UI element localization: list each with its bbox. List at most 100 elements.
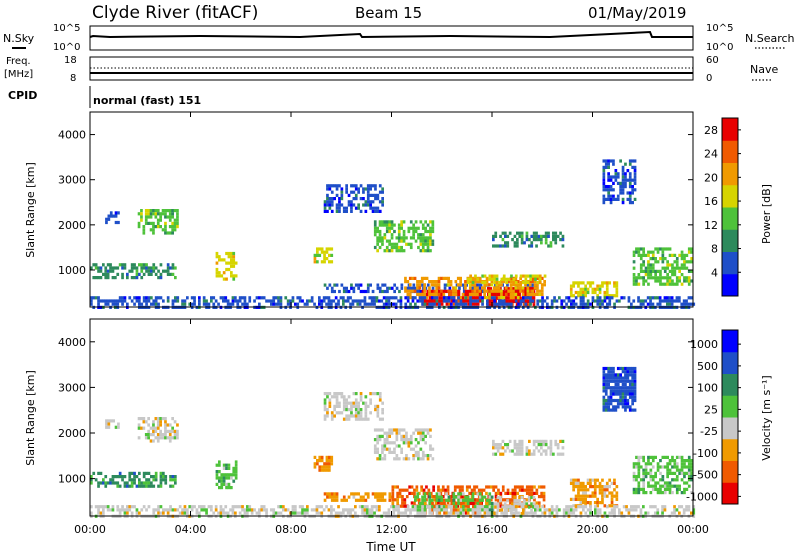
velocity-cell xyxy=(642,455,645,459)
power-cell xyxy=(452,292,455,296)
power-cell xyxy=(126,302,129,306)
velocity-cell xyxy=(123,511,127,515)
velocity-cell xyxy=(562,508,566,512)
velocity-cell xyxy=(537,504,541,508)
power-cell xyxy=(371,193,375,197)
power-cell xyxy=(140,209,143,213)
power-cell xyxy=(428,289,431,293)
power-cell xyxy=(114,220,118,225)
velocity-cell xyxy=(238,505,242,509)
power-cell xyxy=(668,299,672,303)
power-cell xyxy=(421,296,424,300)
velocity-cell xyxy=(159,436,162,440)
velocity-cell xyxy=(521,485,524,489)
power-cell xyxy=(152,266,156,270)
velocity-cell xyxy=(540,452,543,456)
power-cell xyxy=(420,292,424,296)
power-cell xyxy=(673,282,677,286)
velocity-cell xyxy=(619,395,622,399)
power-cell xyxy=(327,299,331,303)
power-cell xyxy=(400,286,404,290)
power-cell xyxy=(621,181,625,185)
velocity-cell xyxy=(373,444,377,448)
velocity-cell xyxy=(350,411,353,415)
velocity-cell xyxy=(330,492,334,496)
velocity-cell xyxy=(609,379,613,383)
velocity-cell xyxy=(631,366,634,371)
velocity-cell xyxy=(633,392,637,396)
velocity-cell xyxy=(631,376,634,380)
power-cell xyxy=(364,289,368,294)
power-cell xyxy=(232,255,236,259)
power-cell xyxy=(504,231,507,235)
power-cell xyxy=(171,215,174,219)
velocity-cell xyxy=(330,411,334,415)
velocity-colorbar-label: Velocity [m s⁻¹] xyxy=(760,375,773,460)
velocity-cell xyxy=(145,481,148,485)
velocity-cell xyxy=(342,395,346,399)
velocity-cell xyxy=(654,481,657,485)
velocity-cell xyxy=(464,501,468,506)
velocity-cell xyxy=(477,488,481,492)
power-cell xyxy=(418,283,422,287)
power-cell xyxy=(117,211,120,215)
velocity-cell xyxy=(561,452,565,456)
velocity-cell xyxy=(147,436,150,440)
power-cell xyxy=(433,302,436,306)
power-cell xyxy=(654,269,657,273)
power-cell xyxy=(459,299,463,303)
velocity-cell xyxy=(605,494,609,498)
velocity-cell xyxy=(661,465,665,469)
velocity-cell xyxy=(323,468,326,472)
velocity-cell xyxy=(338,392,341,396)
velocity-cell xyxy=(366,417,370,421)
power-cell xyxy=(378,190,382,194)
power-cell xyxy=(478,277,482,281)
velocity-cell xyxy=(112,419,115,423)
velocity-cell xyxy=(421,450,425,454)
velocity-cell xyxy=(366,492,370,496)
velocity-cell xyxy=(140,484,144,488)
velocity-cell xyxy=(589,511,592,515)
velocity-cell xyxy=(607,386,610,390)
velocity-cell xyxy=(540,446,543,450)
velocity-cell xyxy=(102,508,105,512)
velocity-cell xyxy=(471,511,475,515)
power-cell xyxy=(538,289,542,293)
power-cell xyxy=(116,272,120,276)
velocity-cell xyxy=(504,498,507,502)
power-cell xyxy=(647,273,650,277)
velocity-cell xyxy=(644,511,648,515)
velocity-cell xyxy=(338,404,341,408)
power-cell xyxy=(418,299,422,303)
velocity-cell xyxy=(154,478,158,482)
velocity-cell xyxy=(661,455,665,459)
velocity-cell xyxy=(596,497,599,501)
power-cell xyxy=(649,302,652,306)
velocity-cell xyxy=(574,485,578,489)
velocity-cell xyxy=(374,492,377,496)
power-cell xyxy=(159,218,162,222)
velocity-cell xyxy=(456,504,459,508)
power-cell xyxy=(483,280,487,285)
velocity-cell xyxy=(589,478,592,482)
power-cell xyxy=(226,302,230,306)
velocity-cell xyxy=(241,508,244,512)
power-cell xyxy=(447,283,450,287)
velocity-cell xyxy=(533,491,536,495)
power-cell xyxy=(675,276,679,280)
power-cell xyxy=(225,261,228,265)
velocity-cell xyxy=(616,379,620,383)
power-cell xyxy=(435,289,438,293)
velocity-cell xyxy=(395,428,399,432)
power-cell xyxy=(277,302,280,306)
velocity-cell xyxy=(649,475,653,479)
power-cell xyxy=(424,239,427,243)
power-cell xyxy=(467,293,470,297)
velocity-cell xyxy=(334,511,338,515)
velocity-cell xyxy=(149,433,153,437)
velocity-cell xyxy=(577,478,580,482)
velocity-cell xyxy=(518,443,522,447)
power-cell xyxy=(614,178,618,182)
